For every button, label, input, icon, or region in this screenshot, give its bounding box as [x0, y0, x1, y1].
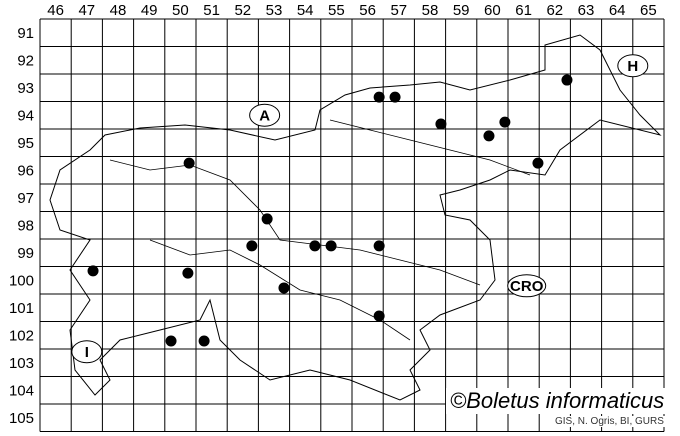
column-label: 63: [578, 2, 595, 19]
record-dot: [261, 213, 273, 225]
row-label: 103: [9, 355, 34, 372]
column-label: 64: [609, 2, 626, 19]
column-label: 47: [78, 2, 95, 19]
column-label: 54: [297, 2, 314, 19]
record-dot: [532, 157, 544, 169]
row-label: 91: [17, 25, 34, 42]
record-dot: [246, 240, 258, 252]
column-label: 58: [422, 2, 439, 19]
record-dot: [373, 91, 385, 103]
row-label: 94: [17, 107, 34, 124]
record-dot: [499, 116, 511, 128]
country-label-oval: [617, 54, 649, 78]
record-dot: [278, 282, 290, 294]
axis-labels: 46 47 48 49 50 51 52 53 54 55 56 57 58 59 60 61 62 63 64 65…: [9, 2, 657, 427]
copyright-text: ©Boletus informaticus: [446, 388, 669, 414]
column-label: 61: [515, 2, 532, 19]
row-label: 97: [17, 190, 34, 207]
record-dot: [561, 74, 573, 86]
row-label: 100: [9, 272, 34, 289]
column-label: 50: [172, 2, 189, 19]
country-label: A: [259, 107, 270, 124]
record-dot: [373, 240, 385, 252]
column-label: 62: [546, 2, 563, 19]
record-dots: [87, 74, 573, 347]
record-dot: [183, 157, 195, 169]
river: [149, 239, 411, 341]
record-dot: [325, 240, 337, 252]
row-label: 99: [17, 245, 34, 262]
country-outline: [49, 34, 662, 401]
credit-text: GIS, N. Ogris, BI, GURS: [553, 416, 666, 427]
record-dot: [87, 265, 99, 277]
column-label: 52: [234, 2, 251, 19]
row-label: 95: [17, 135, 34, 152]
row-label: 98: [17, 217, 34, 234]
row-label: 93: [17, 80, 34, 97]
slovenia-border: [49, 34, 662, 401]
country-label-oval: [71, 340, 103, 364]
column-label: 56: [359, 2, 376, 19]
row-label: 96: [17, 162, 34, 179]
column-label: 46: [47, 2, 64, 19]
country-label-oval: [249, 103, 281, 127]
row-label: 101: [9, 300, 34, 317]
row-label: 102: [9, 327, 34, 344]
column-label: 65: [640, 2, 657, 19]
column-label: 59: [453, 2, 470, 19]
column-label: 51: [203, 2, 220, 19]
column-label: 48: [110, 2, 127, 19]
river: [329, 119, 531, 176]
country-labels: A H CRO I: [71, 54, 649, 364]
record-dot: [483, 130, 495, 142]
river: [109, 159, 481, 286]
record-dot: [198, 335, 210, 347]
record-dot: [373, 310, 385, 322]
grid-lines: [39, 18, 665, 432]
country-label: CRO: [510, 278, 544, 295]
country-label-oval: [507, 274, 547, 298]
record-dot: [389, 91, 401, 103]
record-dot: [309, 240, 321, 252]
column-label: 60: [484, 2, 501, 19]
row-label: 92: [17, 52, 34, 69]
row-label: 105: [9, 410, 34, 427]
record-dot: [182, 267, 194, 279]
column-label: 55: [328, 2, 345, 19]
country-label: I: [85, 344, 89, 361]
row-label: 104: [9, 382, 34, 399]
record-dot: [435, 118, 447, 130]
record-dot: [165, 335, 177, 347]
column-label: 57: [390, 2, 407, 19]
column-label: 53: [266, 2, 283, 19]
column-label: 49: [141, 2, 158, 19]
country-label: H: [627, 58, 638, 75]
